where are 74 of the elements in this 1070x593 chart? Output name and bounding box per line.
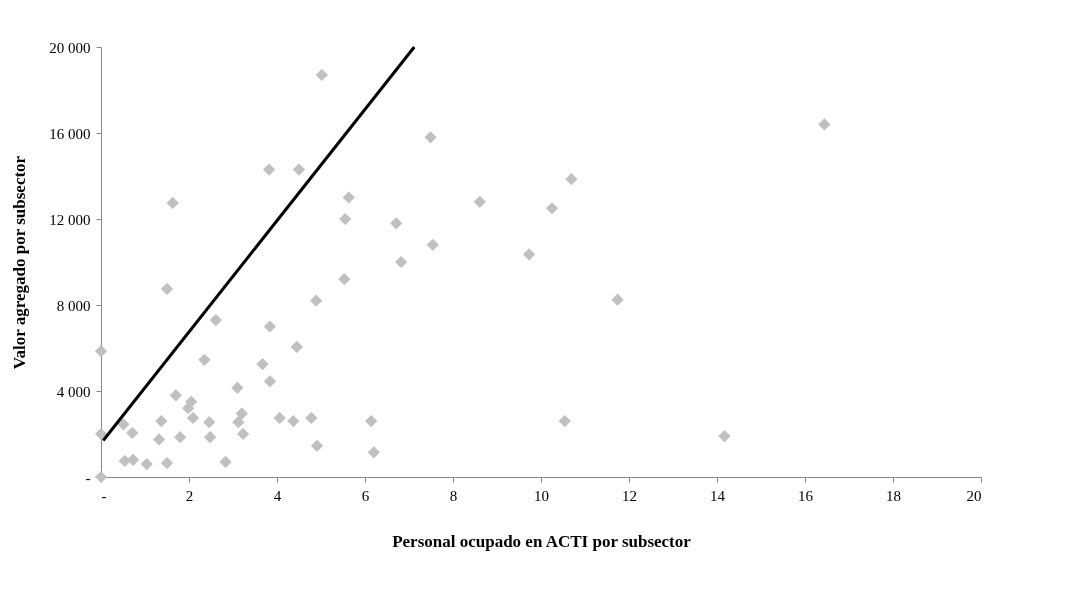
point — [310, 294, 323, 307]
x-tick-label: 8 — [449, 487, 458, 504]
point — [186, 411, 200, 424]
x-tick-label: 16 — [798, 487, 814, 504]
point — [160, 282, 174, 295]
point — [290, 340, 303, 354]
point — [117, 418, 130, 431]
point — [169, 389, 182, 402]
point — [390, 217, 403, 230]
point — [315, 68, 328, 82]
y-axis-title: Valor agregado por subsector — [10, 155, 30, 370]
point — [262, 163, 276, 176]
x-tick-label: 18 — [886, 487, 901, 504]
point — [160, 456, 174, 470]
point — [152, 433, 166, 446]
point — [365, 414, 378, 428]
point — [127, 453, 140, 466]
point — [473, 195, 486, 208]
x-tick-label: - — [101, 487, 107, 504]
point — [310, 439, 324, 452]
point — [219, 455, 232, 469]
x-tick-label: 2 — [185, 487, 194, 504]
point — [273, 411, 286, 424]
point — [256, 358, 269, 371]
point — [426, 238, 439, 251]
point — [611, 293, 624, 306]
point — [182, 402, 195, 415]
point — [287, 414, 300, 428]
point — [126, 426, 139, 440]
point — [565, 173, 578, 186]
point — [818, 118, 831, 131]
point — [342, 191, 355, 204]
y-tick-label: - — [85, 469, 91, 486]
point — [235, 407, 248, 420]
point — [94, 345, 108, 358]
point — [263, 375, 277, 388]
x-tick-label: 12 — [622, 487, 637, 504]
point — [204, 431, 217, 444]
point — [338, 273, 351, 286]
y-tick-label: 12 000 — [49, 211, 91, 228]
point — [718, 430, 731, 443]
point — [155, 414, 168, 428]
point — [232, 416, 245, 429]
point — [263, 320, 277, 333]
point — [545, 202, 559, 215]
point — [231, 381, 244, 394]
point — [367, 446, 380, 459]
x-tick-label: 6 — [361, 487, 370, 504]
point — [292, 163, 306, 176]
x-tick-label: 14 — [710, 487, 726, 504]
point — [140, 457, 153, 471]
y-tick-label: 8 000 — [56, 297, 91, 314]
point — [305, 411, 318, 424]
point — [94, 427, 108, 441]
point — [198, 353, 211, 366]
y-tick-label: 4 000 — [56, 383, 91, 400]
x-tick-label: 4 — [273, 487, 282, 504]
point — [424, 131, 437, 144]
point — [558, 414, 571, 428]
point — [94, 470, 108, 484]
point — [237, 427, 250, 441]
point — [209, 313, 222, 327]
point — [203, 416, 216, 429]
y-tick-label: 16 000 — [49, 125, 91, 142]
point — [118, 454, 131, 467]
x-axis-title: Personal ocupado en ACTI por subsector — [392, 531, 692, 551]
x-tick-label: 20 — [966, 487, 982, 504]
y-tick-label: 20 000 — [49, 39, 91, 56]
point — [174, 431, 187, 444]
point — [523, 248, 536, 261]
point — [394, 255, 408, 269]
point — [166, 196, 179, 209]
point — [339, 212, 352, 226]
x-tick-label: 10 — [534, 487, 549, 504]
